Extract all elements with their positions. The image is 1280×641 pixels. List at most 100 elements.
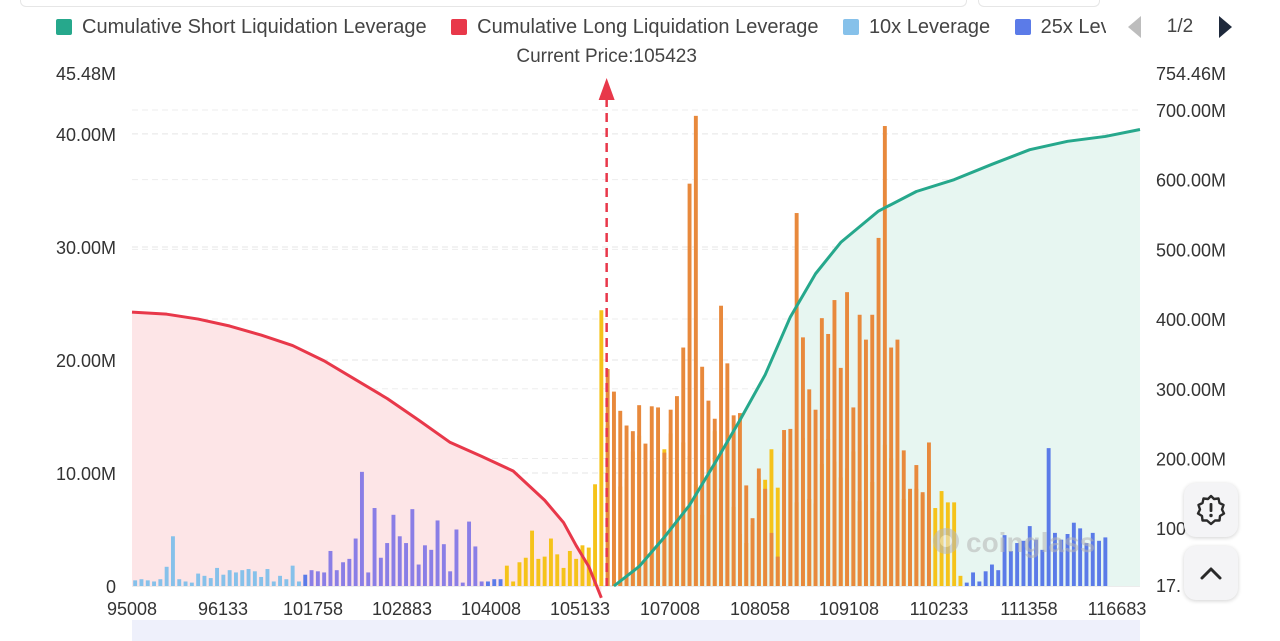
y-left-tick-label: 10.00M <box>56 464 116 484</box>
orange-bar-89 <box>693 115 698 586</box>
scroll-to-top-button[interactable] <box>1184 546 1238 600</box>
orange-bar-106 <box>800 337 805 586</box>
y-left-max-label: 45.48M <box>56 64 116 84</box>
bar-45 <box>416 564 421 586</box>
orange-bar-92 <box>712 418 717 586</box>
y-right-max-label: 754.46M <box>1156 64 1226 84</box>
bar-74 <box>599 310 604 586</box>
bar-35 <box>353 538 358 586</box>
axis-labels: 45.48M 0 10.00M 20.00M 30.00M 40.00M 754.46M 20… <box>56 64 1226 619</box>
bar-11 <box>202 575 207 586</box>
bar-152 <box>1090 532 1095 586</box>
bar-41 <box>391 514 396 586</box>
range-selector-track[interactable] <box>132 620 1140 641</box>
orange-bar-76 <box>611 391 616 586</box>
orange-bar-112 <box>838 367 843 586</box>
bar-54 <box>473 546 478 586</box>
y-left-tick-label: 30.00M <box>56 238 116 258</box>
bar-102 <box>775 487 780 586</box>
bar-14 <box>221 574 226 586</box>
orange-bar-105 <box>794 213 799 586</box>
legend-item-long-cumulative[interactable]: Cumulative Long Liquidation Leverage <box>451 12 818 42</box>
bar-142 <box>1027 526 1032 586</box>
triangle-left-icon[interactable] <box>1125 13 1145 41</box>
orange-bar-121 <box>895 339 900 586</box>
bar-73 <box>593 484 598 586</box>
legend-swatch <box>451 19 468 35</box>
bar-49 <box>441 544 446 586</box>
short-cumulative-line <box>613 128 1141 588</box>
orange-bar-124 <box>914 465 919 586</box>
bar-57 <box>492 579 497 586</box>
bar-30 <box>322 572 327 586</box>
bar-42 <box>397 536 402 586</box>
bar-60 <box>511 581 516 586</box>
bar-65 <box>542 556 547 586</box>
bar-33 <box>341 562 346 586</box>
x-tick-label: 109108 <box>819 599 879 619</box>
bar-67 <box>555 554 560 586</box>
legend-item-25x[interactable]: 25x Leverage <box>1014 12 1106 42</box>
bar-101 <box>769 449 774 586</box>
bar-56 <box>485 581 490 586</box>
legend-page-indicator: 1/2 <box>1166 16 1194 37</box>
orange-bar-98 <box>750 518 755 586</box>
orange-bar-77 <box>618 410 623 586</box>
chart-legend: Cumulative Short Liquidation Leverage Cu… <box>56 12 1106 42</box>
orange-bar-100 <box>763 488 768 586</box>
orange-bar-102 <box>775 556 780 586</box>
bar-137 <box>996 570 1001 586</box>
bar-32 <box>334 570 339 586</box>
orange-bar-119 <box>882 126 887 587</box>
x-tick-label: 105133 <box>550 599 610 619</box>
bar-144 <box>1040 549 1045 586</box>
bar-31 <box>328 550 333 586</box>
bar-145 <box>1046 448 1051 586</box>
orange-bar-120 <box>889 347 894 586</box>
bar-22 <box>271 581 276 586</box>
bar-70 <box>574 558 579 586</box>
bar-149 <box>1071 522 1076 586</box>
y-right-tick-label: 400.00M <box>1156 310 1226 330</box>
bar-19 <box>252 571 257 586</box>
bar-48 <box>435 520 440 586</box>
bar-21 <box>265 569 270 586</box>
bar-24 <box>284 579 289 586</box>
orange-bar-81 <box>643 443 648 586</box>
orange-bar-103 <box>782 430 787 586</box>
orange-bar-78 <box>624 425 629 586</box>
cumulative-lines <box>131 128 1141 599</box>
bar-50 <box>448 571 453 586</box>
watermark-text: coinglass <box>966 527 1095 558</box>
orange-bar-86 <box>674 396 679 586</box>
orange-bar-91 <box>706 400 711 586</box>
orange-bar-111 <box>832 300 837 586</box>
bar-63 <box>530 530 535 586</box>
orange-bar-109 <box>819 318 824 586</box>
bar-51 <box>454 529 459 586</box>
bar-44 <box>410 509 415 586</box>
orange-bar-85 <box>668 409 673 586</box>
triangle-right-icon[interactable] <box>1215 13 1235 41</box>
bar-143 <box>1034 539 1039 586</box>
bar-61 <box>517 562 522 586</box>
bar-20 <box>259 576 264 586</box>
bar-36 <box>359 471 364 586</box>
bar-3 <box>152 581 157 586</box>
bar-16 <box>233 572 238 586</box>
legend-swatch <box>1014 19 1031 35</box>
bar-12 <box>208 578 213 586</box>
legend-item-short-cumulative[interactable]: Cumulative Short Liquidation Leverage <box>56 12 427 42</box>
orange-bar-108 <box>813 409 818 586</box>
orange-bar-88 <box>687 183 692 586</box>
bar-6 <box>170 536 175 586</box>
y-left-tick-label: 20.00M <box>56 351 116 371</box>
settings-button[interactable] <box>1184 483 1238 537</box>
legend-label: 25x Leverage <box>1040 15 1106 38</box>
bar-26 <box>296 581 301 586</box>
bar-58 <box>498 579 503 586</box>
legend-swatch <box>56 19 72 35</box>
long-cumulative-area <box>132 312 602 598</box>
x-tick-label: 104008 <box>461 599 521 619</box>
legend-item-10x[interactable]: 10x Leverage <box>842 12 990 42</box>
